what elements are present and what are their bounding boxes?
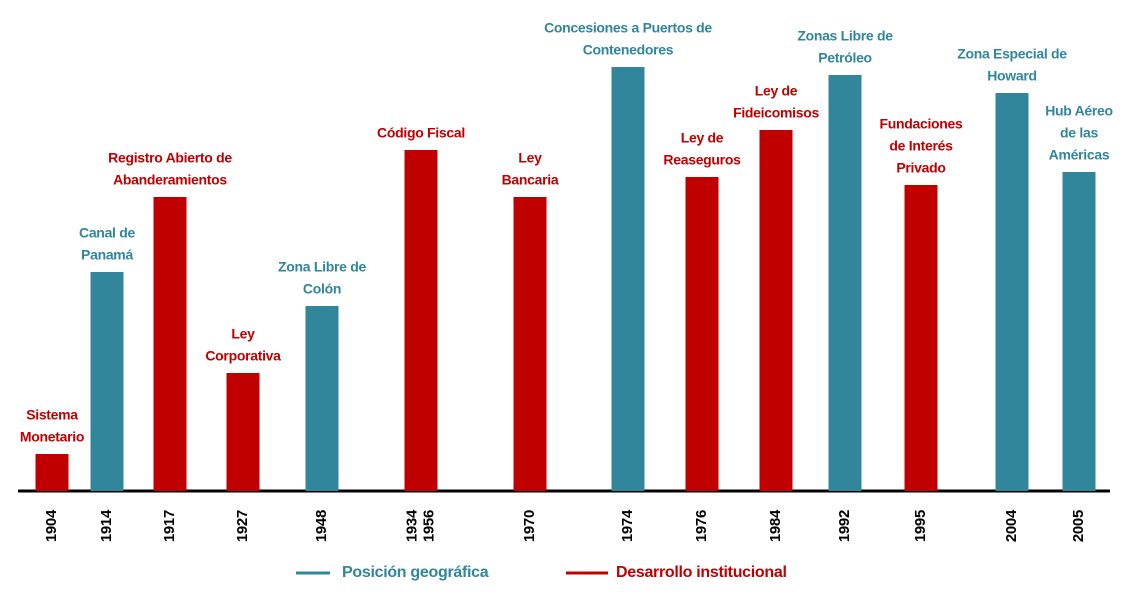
bar bbox=[759, 130, 793, 491]
x-tick-label: 1984 bbox=[767, 509, 784, 542]
x-tick-label: 1917 bbox=[161, 510, 178, 542]
x-tick-label: 1995 bbox=[912, 510, 929, 542]
x-tick-label: 1914 bbox=[98, 509, 115, 542]
bar-label: de las bbox=[1060, 125, 1098, 141]
bar-label: Ley bbox=[231, 326, 255, 342]
x-tick-label: 1948 bbox=[313, 510, 330, 542]
bar bbox=[611, 67, 645, 491]
bar-label: Zona Libre de bbox=[278, 259, 366, 275]
bar-label: Fideicomisos bbox=[733, 105, 819, 121]
bar-label: Registro Abierto de bbox=[108, 150, 232, 166]
bar-label: Concesiones a Puertos de bbox=[544, 20, 712, 36]
bar bbox=[305, 306, 339, 491]
bar bbox=[685, 177, 719, 491]
x-tick-label: 2004 bbox=[1003, 509, 1020, 542]
bar bbox=[904, 185, 938, 491]
bar-label: Ley de bbox=[755, 83, 798, 99]
bar bbox=[828, 75, 862, 491]
bar-label: Contenedores bbox=[583, 42, 674, 58]
bar-label: Panamá bbox=[81, 247, 133, 263]
bar bbox=[35, 454, 69, 491]
bar-label: Abanderamientos bbox=[113, 172, 227, 188]
bar bbox=[90, 272, 124, 491]
bar-label: Reaseguros bbox=[663, 152, 741, 168]
bar bbox=[1062, 172, 1096, 491]
bar-label: Petróleo bbox=[818, 50, 872, 66]
x-tick-label: 1956 bbox=[420, 510, 437, 542]
x-tick-label: 1976 bbox=[693, 510, 710, 542]
bar-label: Sistema bbox=[26, 407, 78, 423]
x-tick-label: 1974 bbox=[619, 509, 636, 542]
bar-label: Colón bbox=[303, 281, 341, 297]
bar-label: Howard bbox=[987, 68, 1037, 84]
bar bbox=[153, 197, 187, 491]
bar-label: Fundaciones bbox=[879, 116, 963, 132]
bar-label: Zonas Libre de bbox=[797, 28, 893, 44]
bar-label: Ley de bbox=[681, 130, 724, 146]
bar-label: Bancaria bbox=[502, 172, 559, 188]
bar-label: de Interés bbox=[889, 138, 953, 154]
bar-label: Canal de bbox=[79, 225, 135, 241]
bar-label: Hub Aéreo bbox=[1045, 103, 1113, 119]
bar-label: Ley bbox=[518, 150, 542, 166]
legend-label: Desarrollo institucional bbox=[616, 564, 787, 581]
bar-label: Privado bbox=[896, 160, 945, 176]
bar bbox=[226, 373, 260, 491]
bar-label: Américas bbox=[1049, 147, 1110, 163]
bar bbox=[513, 197, 547, 491]
bar bbox=[404, 150, 438, 491]
x-tick-label: 2005 bbox=[1070, 510, 1087, 542]
legend-label: Posición geográfica bbox=[342, 564, 489, 581]
x-tick-label: 1904 bbox=[43, 509, 60, 542]
bar bbox=[995, 93, 1029, 491]
x-tick-label: 1970 bbox=[521, 510, 538, 542]
x-tick-label: 1992 bbox=[836, 510, 853, 542]
x-tick-label: 1927 bbox=[234, 510, 251, 542]
x-tick-label: 1934 bbox=[403, 509, 420, 542]
bar-label: Zona Especial de bbox=[957, 46, 1067, 62]
bar-label: Corporativa bbox=[205, 348, 281, 364]
bar-label: Código Fiscal bbox=[377, 125, 465, 141]
bar-label: Monetario bbox=[20, 429, 84, 445]
